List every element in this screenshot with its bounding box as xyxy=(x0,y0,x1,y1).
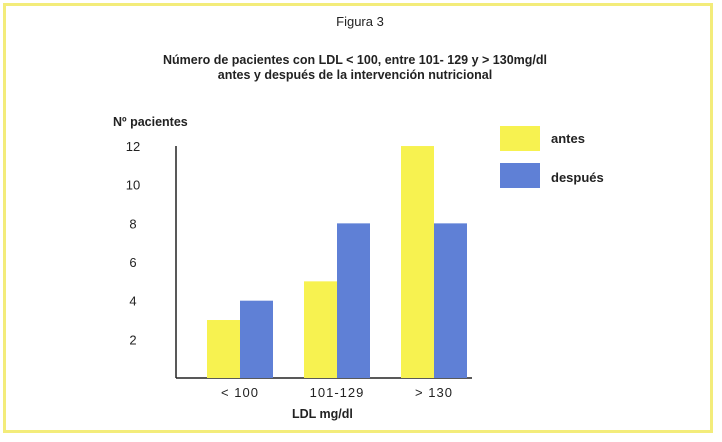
y-tick-label: 10 xyxy=(126,178,140,193)
bar-después-1 xyxy=(240,300,273,378)
legend-label-después: después xyxy=(551,170,604,185)
chart-subtitle: antes y después de la intervención nutri… xyxy=(218,68,492,82)
category-label: 101-129 xyxy=(310,385,365,400)
category-labels: < 100 101-129 > 130 xyxy=(221,385,453,400)
chart-title: Número de pacientes con LDL < 100, entre… xyxy=(163,53,547,67)
legend-swatch-después xyxy=(500,163,540,188)
figure-label: Figura 3 xyxy=(336,14,384,29)
y-tick-label: 2 xyxy=(129,332,136,347)
category-label: < 100 xyxy=(221,385,259,400)
y-axis-label: Nº pacientes xyxy=(113,115,188,129)
bars xyxy=(207,146,467,378)
bar-después-3 xyxy=(434,223,467,378)
y-ticks: 2 4 6 8 10 12 xyxy=(126,139,140,347)
bar-después-2 xyxy=(337,223,370,378)
legend: antes después xyxy=(500,126,604,188)
legend-swatch-antes xyxy=(500,126,540,151)
bar-antes-2 xyxy=(304,281,337,378)
y-tick-label: 12 xyxy=(126,139,140,154)
category-label: > 130 xyxy=(415,385,453,400)
x-axis-label: LDL mg/dl xyxy=(292,407,353,421)
y-tick-label: 6 xyxy=(129,255,136,270)
bar-antes-3 xyxy=(401,146,434,378)
legend-label-antes: antes xyxy=(551,131,585,146)
bar-antes-1 xyxy=(207,320,240,378)
y-tick-label: 4 xyxy=(129,294,136,309)
y-tick-label: 8 xyxy=(129,216,136,231)
